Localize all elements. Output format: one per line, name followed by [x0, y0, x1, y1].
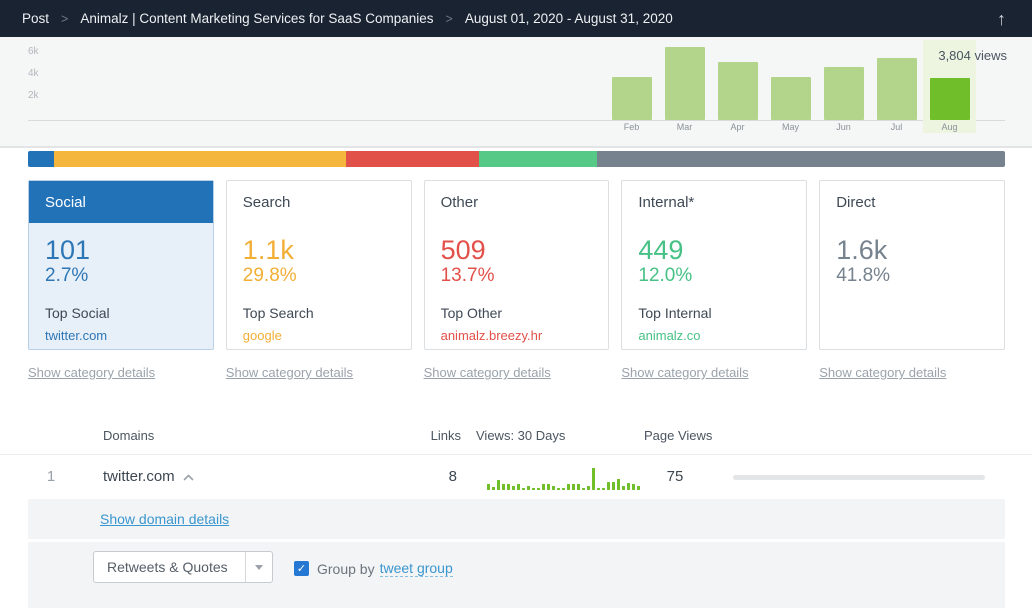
page-views-progress-bar: [733, 475, 985, 480]
month-bars[interactable]: Feb Mar Apr May Jun Jul Aug: [605, 40, 976, 133]
card-direct[interactable]: Direct 1.6k 41.8%: [819, 180, 1005, 350]
panel-divider: [28, 539, 1005, 542]
month-bar-jul[interactable]: Jul: [870, 40, 923, 133]
card-percent: 2.7%: [45, 265, 89, 287]
card-percent: 29.8%: [242, 265, 297, 287]
domain-details-panel: Show domain details: [28, 499, 1005, 539]
group-by-label: Group by: [317, 560, 375, 577]
card-social[interactable]: Social 101 2.7% Top Social twitter.com: [28, 180, 214, 350]
group-by-control: ✓ Group by tweet group: [294, 560, 453, 577]
caret-down-icon: [255, 564, 263, 570]
column-header-page-views: Page Views: [644, 428, 713, 443]
dropdown-caret-button[interactable]: [245, 552, 272, 582]
card-top-label: Top Internal: [638, 304, 712, 321]
referrer-segment-search[interactable]: [54, 151, 346, 167]
card-top-domain[interactable]: google: [242, 327, 282, 343]
row-rank: 1: [46, 468, 56, 485]
card-title: Direct: [836, 194, 876, 211]
column-header-views-30-days: Views: 30 Days: [476, 428, 566, 443]
card-other[interactable]: Other 509 13.7% Top Other animalz.breezy…: [423, 180, 610, 350]
breadcrumb-post-title[interactable]: Animalz | Content Marketing Services for…: [80, 11, 434, 26]
y-axis-tick: 4k: [28, 68, 39, 79]
card-top-label: Top Social: [45, 304, 110, 321]
card-top-domain[interactable]: animalz.co: [638, 327, 701, 343]
show-category-details-link-other[interactable]: Show category details: [423, 365, 551, 380]
selected-month-views: 3,804 views: [938, 48, 1007, 63]
month-bar-mar[interactable]: Mar: [658, 40, 711, 133]
column-header-domains: Domains: [103, 428, 155, 443]
show-category-details-link-direct[interactable]: Show category details: [819, 365, 947, 380]
show-category-details-link-social[interactable]: Show category details: [28, 365, 156, 380]
domain-toggle[interactable]: twitter.com: [103, 455, 194, 499]
card-title: Internal*: [638, 194, 695, 211]
breadcrumb-date-range[interactable]: August 01, 2020 - August 31, 2020: [464, 11, 673, 26]
card-title: Social: [29, 181, 213, 223]
month-bar-jun[interactable]: Jun: [817, 40, 870, 133]
row-page-views: 75: [666, 468, 684, 485]
card-top-domain[interactable]: twitter.com: [45, 327, 108, 343]
expanded-domain-panel: Show domain details Retweets & Quotes ✓ …: [28, 499, 1005, 608]
row-links-count: 8: [448, 468, 457, 485]
tweet-group-link[interactable]: tweet group: [379, 560, 453, 577]
referrer-segment-internal[interactable]: [479, 151, 597, 167]
table-row: 1 twitter.com 8 75: [0, 455, 1032, 499]
column-header-links: Links: [430, 428, 461, 443]
domain-filter-panel: Retweets & Quotes ✓ Group by tweet group: [28, 542, 1005, 608]
breadcrumb-bar: Post > Animalz | Content Marketing Servi…: [0, 0, 1032, 37]
card-percent: 12.0%: [638, 265, 693, 287]
month-bar-aug[interactable]: Aug: [923, 40, 976, 133]
chevron-up-icon: [183, 474, 193, 480]
chevron-right-icon: >: [61, 11, 69, 26]
monthly-views-chart: 6k 4k 2k Feb Mar Apr May Jun Jul Aug 3,804 vie…: [0, 37, 1032, 148]
referrer-category-stacked-bar[interactable]: [28, 151, 1005, 167]
show-category-details-link-internal[interactable]: Show category details: [621, 365, 749, 380]
card-percent: 41.8%: [836, 265, 891, 287]
card-search[interactable]: Search 1.1k 29.8% Top Search google: [225, 180, 412, 350]
card-value: 101: [45, 235, 91, 265]
card-value: 509: [440, 235, 486, 265]
month-bar-feb[interactable]: Feb: [605, 40, 658, 133]
card-value: 1.6k: [836, 235, 888, 265]
category-details-links: Show category details Show category deta…: [28, 364, 1005, 382]
tweet-type-dropdown[interactable]: Retweets & Quotes: [93, 551, 273, 583]
scroll-to-top-arrow-icon[interactable]: ↑: [997, 8, 1006, 29]
card-value: 449: [638, 235, 684, 265]
domains-table-header: Domains Links Views: 30 Days Page Views: [0, 382, 1032, 455]
month-bar-may[interactable]: May: [764, 40, 817, 133]
card-percent: 13.7%: [440, 265, 495, 287]
y-axis-tick: 2k: [28, 90, 39, 101]
y-axis-tick: 6k: [28, 46, 39, 57]
card-title: Search: [242, 194, 291, 211]
views-sparkline: [487, 466, 642, 490]
group-by-checkbox[interactable]: ✓: [294, 561, 309, 576]
referrer-segment-direct[interactable]: [596, 151, 1005, 167]
referrer-segment-other[interactable]: [345, 151, 480, 167]
card-top-domain[interactable]: animalz.breezy.hr: [440, 327, 543, 343]
referrer-segment-social[interactable]: [28, 151, 55, 167]
category-cards: Social 101 2.7% Top Social twitter.com S…: [28, 180, 1005, 350]
card-top-label: Top Other: [440, 304, 503, 321]
x-axis-line: [28, 120, 1005, 121]
card-value: 1.1k: [242, 235, 294, 265]
dropdown-selected-value: Retweets & Quotes: [107, 559, 228, 575]
show-domain-details-link[interactable]: Show domain details: [100, 511, 230, 527]
card-top-label: Top Search: [242, 304, 314, 321]
card-title: Other: [440, 194, 479, 211]
breadcrumb-post[interactable]: Post: [22, 11, 50, 26]
card-internal[interactable]: Internal* 449 12.0% Top Internal animalz…: [621, 180, 808, 350]
month-bar-apr[interactable]: Apr: [711, 40, 764, 133]
show-category-details-link-search[interactable]: Show category details: [225, 365, 353, 380]
domain-name: twitter.com: [103, 468, 175, 485]
chevron-right-icon: >: [445, 11, 453, 26]
